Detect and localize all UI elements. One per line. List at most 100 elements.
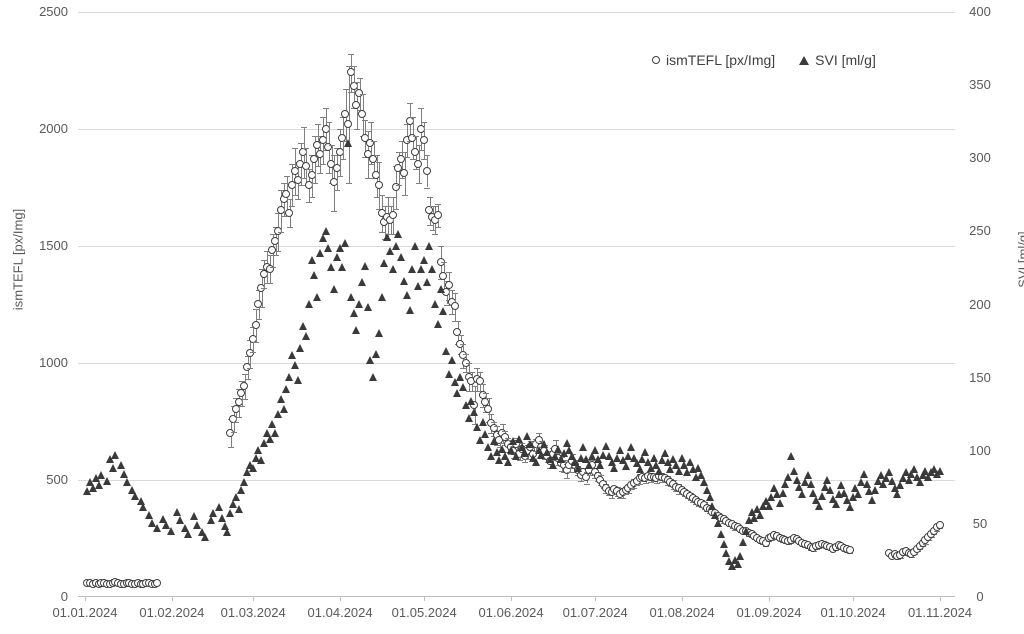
error-bar-cap bbox=[480, 407, 487, 409]
error-bar-cap bbox=[314, 166, 321, 168]
legend-item-svi: SVI [ml/g] bbox=[799, 52, 876, 68]
data-point-svi bbox=[871, 485, 880, 494]
error-bar-cap bbox=[325, 121, 332, 123]
data-point-svi bbox=[624, 452, 633, 461]
x-axis-tick-label: 01.03.2024 bbox=[220, 605, 286, 620]
data-point-svi bbox=[335, 244, 344, 253]
data-point-svi bbox=[568, 452, 577, 461]
error-bar-cap bbox=[281, 182, 288, 184]
error-bar-cap bbox=[620, 497, 627, 499]
data-point-svi bbox=[601, 441, 610, 450]
error-bar-cap bbox=[435, 227, 442, 229]
legend: ismTEFL [px/Img] SVI [ml/g] bbox=[652, 52, 876, 68]
data-point-svi bbox=[784, 472, 793, 481]
data-point-svi bbox=[464, 414, 473, 423]
data-point-svi bbox=[585, 460, 594, 469]
data-point-svi bbox=[786, 452, 795, 461]
x-axis-tick-label: 01.09.2024 bbox=[736, 605, 802, 620]
error-bar-cap bbox=[457, 334, 464, 336]
error-bar-cap bbox=[415, 182, 422, 184]
x-axis-tick-label: 01.05.2024 bbox=[391, 605, 457, 620]
data-point-svi bbox=[352, 326, 361, 335]
y-axis-right-tick-label: 400 bbox=[969, 4, 991, 19]
x-axis-tick-label: 01.04.2024 bbox=[307, 605, 373, 620]
data-point-svi bbox=[781, 479, 790, 488]
data-point-svi bbox=[377, 292, 386, 301]
error-bar-cap bbox=[292, 194, 299, 196]
data-point-svi bbox=[439, 307, 448, 316]
data-point-ismtefl bbox=[935, 521, 944, 530]
data-point-svi bbox=[402, 291, 411, 300]
data-point-svi bbox=[215, 503, 224, 512]
data-point-svi bbox=[885, 468, 894, 477]
data-point-svi bbox=[576, 453, 585, 462]
data-point-svi bbox=[565, 446, 574, 455]
data-point-svi bbox=[285, 373, 294, 382]
error-bar-cap bbox=[589, 460, 596, 462]
error-bar-cap bbox=[642, 482, 649, 484]
data-point-svi bbox=[834, 490, 843, 499]
data-point-ismtefl bbox=[475, 377, 484, 386]
data-point-svi bbox=[828, 494, 837, 503]
data-point-svi bbox=[512, 452, 521, 461]
data-point-svi bbox=[652, 460, 661, 469]
data-point-svi bbox=[837, 481, 846, 490]
error-bar-cap bbox=[264, 250, 271, 252]
data-point-svi bbox=[882, 474, 891, 483]
data-point-svi bbox=[470, 408, 479, 417]
error-bar-cap bbox=[238, 380, 245, 382]
error-bar-cap bbox=[522, 462, 529, 464]
error-bar-cap bbox=[241, 373, 248, 375]
data-point-svi bbox=[756, 510, 765, 519]
data-point-svi bbox=[105, 455, 114, 464]
data-point-svi bbox=[921, 466, 930, 475]
data-point-ismtefl bbox=[484, 405, 493, 414]
data-point-svi bbox=[422, 278, 431, 287]
x-axis-tick-label: 01.06.2024 bbox=[478, 605, 544, 620]
data-point-svi bbox=[139, 503, 148, 512]
error-bar-cap bbox=[286, 227, 293, 229]
x-axis-tick-label: 01.02.2024 bbox=[139, 605, 205, 620]
x-axis-tick-label: 01.08.2024 bbox=[649, 605, 715, 620]
error-bar-cap bbox=[398, 178, 405, 180]
data-point-svi bbox=[517, 443, 526, 452]
data-point-svi bbox=[167, 526, 176, 535]
error-bar-cap bbox=[351, 65, 358, 67]
data-point-svi bbox=[893, 490, 902, 499]
error-bar-cap bbox=[227, 447, 234, 449]
data-point-svi bbox=[840, 488, 849, 497]
data-point-svi bbox=[705, 493, 714, 502]
data-point-svi bbox=[862, 479, 871, 488]
error-bar-cap bbox=[286, 199, 293, 201]
data-point-svi bbox=[694, 463, 703, 472]
data-point-svi bbox=[716, 529, 725, 538]
data-point-svi bbox=[646, 463, 655, 472]
data-point-svi bbox=[433, 320, 442, 329]
data-point-svi bbox=[520, 449, 529, 458]
error-bar-cap bbox=[362, 119, 369, 121]
error-bar-cap bbox=[460, 344, 467, 346]
data-point-svi bbox=[531, 457, 540, 466]
x-axis-tick bbox=[253, 597, 255, 601]
error-bar-cap bbox=[648, 482, 655, 484]
error-bar-cap bbox=[468, 372, 475, 374]
data-point-svi bbox=[526, 440, 535, 449]
data-point-ismtefl bbox=[358, 110, 367, 119]
error-bar-cap bbox=[238, 406, 245, 408]
data-point-ismtefl bbox=[400, 168, 409, 177]
data-point-svi bbox=[764, 501, 773, 510]
data-point-svi bbox=[481, 430, 490, 439]
data-point-svi bbox=[119, 469, 128, 478]
data-point-svi bbox=[845, 503, 854, 512]
data-point-svi bbox=[677, 453, 686, 462]
data-point-svi bbox=[332, 253, 341, 262]
error-bar-cap bbox=[452, 292, 459, 294]
data-point-svi bbox=[282, 384, 291, 393]
data-point-svi bbox=[262, 428, 271, 437]
data-point-svi bbox=[753, 504, 762, 513]
data-point-svi bbox=[772, 490, 781, 499]
data-point-ismtefl bbox=[282, 190, 291, 199]
data-point-ismtefl bbox=[461, 358, 470, 367]
error-bar-cap bbox=[395, 185, 402, 187]
